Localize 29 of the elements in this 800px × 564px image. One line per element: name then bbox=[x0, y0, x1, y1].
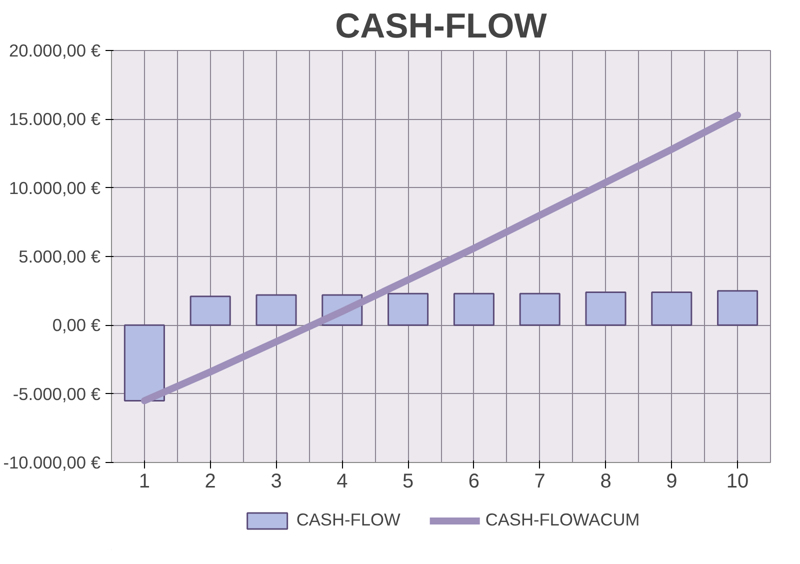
bar bbox=[651, 291, 692, 326]
bar bbox=[124, 324, 165, 402]
x-tick-label: 2 bbox=[204, 470, 216, 492]
y-tick-label: 0,00 € bbox=[52, 315, 101, 336]
x-tick-label: 10 bbox=[726, 470, 749, 492]
y-tick-label: 20.000,00 € bbox=[8, 40, 101, 60]
bar bbox=[585, 291, 626, 326]
bar bbox=[519, 292, 560, 326]
x-tick-label: 3 bbox=[270, 470, 282, 492]
y-tick-label: -5.000,00 € bbox=[12, 384, 101, 404]
y-tick-label: 10.000,00 € bbox=[8, 178, 101, 198]
x-tick-label: 6 bbox=[468, 470, 480, 492]
bar bbox=[256, 294, 297, 326]
bar bbox=[453, 292, 494, 326]
bar bbox=[717, 290, 758, 326]
y-tick-label: 5.000,00 € bbox=[18, 246, 101, 266]
chart-title: CASH-FLOW bbox=[335, 8, 548, 46]
x-tick-label: 9 bbox=[666, 470, 678, 492]
legend-label: CASH-FLOW bbox=[296, 510, 400, 530]
legend-label: CASH-FLOWACUM bbox=[485, 510, 640, 530]
x-tick-label: 1 bbox=[138, 470, 150, 492]
y-tick-label: 15.000,00 € bbox=[8, 109, 101, 130]
y-tick-label: -10.000,00 € bbox=[3, 452, 101, 472]
bar bbox=[388, 292, 429, 326]
x-tick-label: 7 bbox=[534, 470, 546, 492]
x-tick-label: 5 bbox=[402, 470, 414, 492]
bar bbox=[190, 296, 231, 326]
x-tick-label: 8 bbox=[600, 470, 612, 492]
x-tick-label: 4 bbox=[336, 470, 348, 492]
